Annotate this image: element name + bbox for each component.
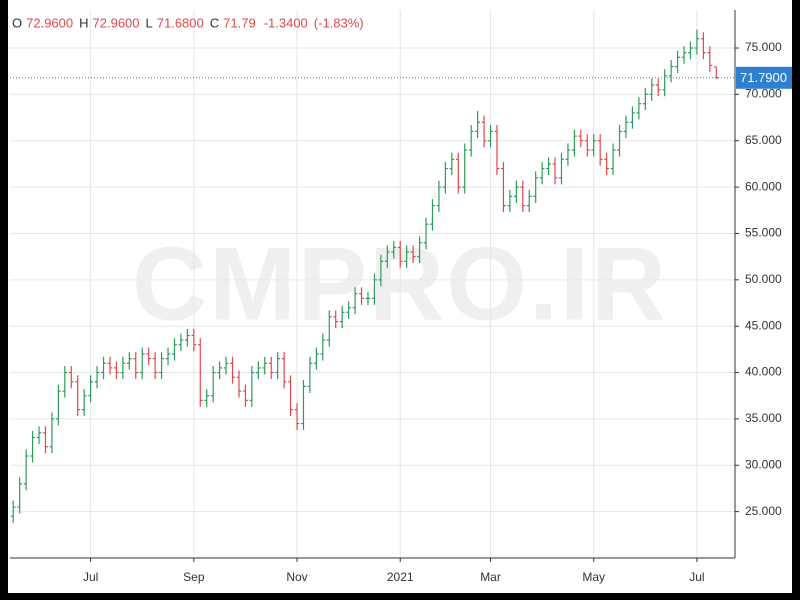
ohlc-header: O 72.9600 H 72.9600 L 71.6800 C 71.79 -1.3400 (-1… [12,15,364,30]
grid [10,10,735,558]
header-key: O [12,15,22,30]
y-tick-label: 35.000 [745,411,782,425]
header-value: 72.9600 [93,15,140,30]
header-key: L [146,15,153,30]
y-tick-label: 55.000 [745,226,782,240]
x-tick-label: Mar [480,570,501,584]
y-tick-label: 25.000 [745,504,782,518]
x-tick-label: Sep [183,570,205,584]
watermark: CMPRO.IR [132,226,668,342]
y-tick-label: 45.000 [745,318,782,332]
last-price-box [736,66,792,89]
bars [10,29,719,523]
y-tick-label: 70.000 [745,87,782,101]
header-value: 72.9600 [26,15,73,30]
header-change-percent: (-1.83%) [314,15,364,30]
y-tick-label: 30.000 [745,457,782,471]
header-key: H [79,15,88,30]
y-tick-label: 40.000 [745,365,782,379]
y-tick-label: 75.000 [745,40,782,54]
x-tick-label: 2021 [387,570,414,584]
header-change: -1.3400 [264,15,308,30]
last-price-label: 71.7900 [740,70,787,85]
x-tick-label: Nov [286,570,307,584]
y-tick-label: 50.000 [745,272,782,286]
header-value: 71.79 [223,15,256,30]
header-value: 71.6800 [157,15,204,30]
axes: 25.000 30.000 35.000 40.000 45.000 50.000 55.0… [10,40,792,584]
x-tick-label: Jul [689,570,704,584]
x-tick-label: Jul [83,570,98,584]
x-tick-label: May [582,570,605,584]
y-tick-label: 65.000 [745,133,782,147]
y-tick-label: 60.000 [745,179,782,193]
header-key: C [210,15,219,30]
